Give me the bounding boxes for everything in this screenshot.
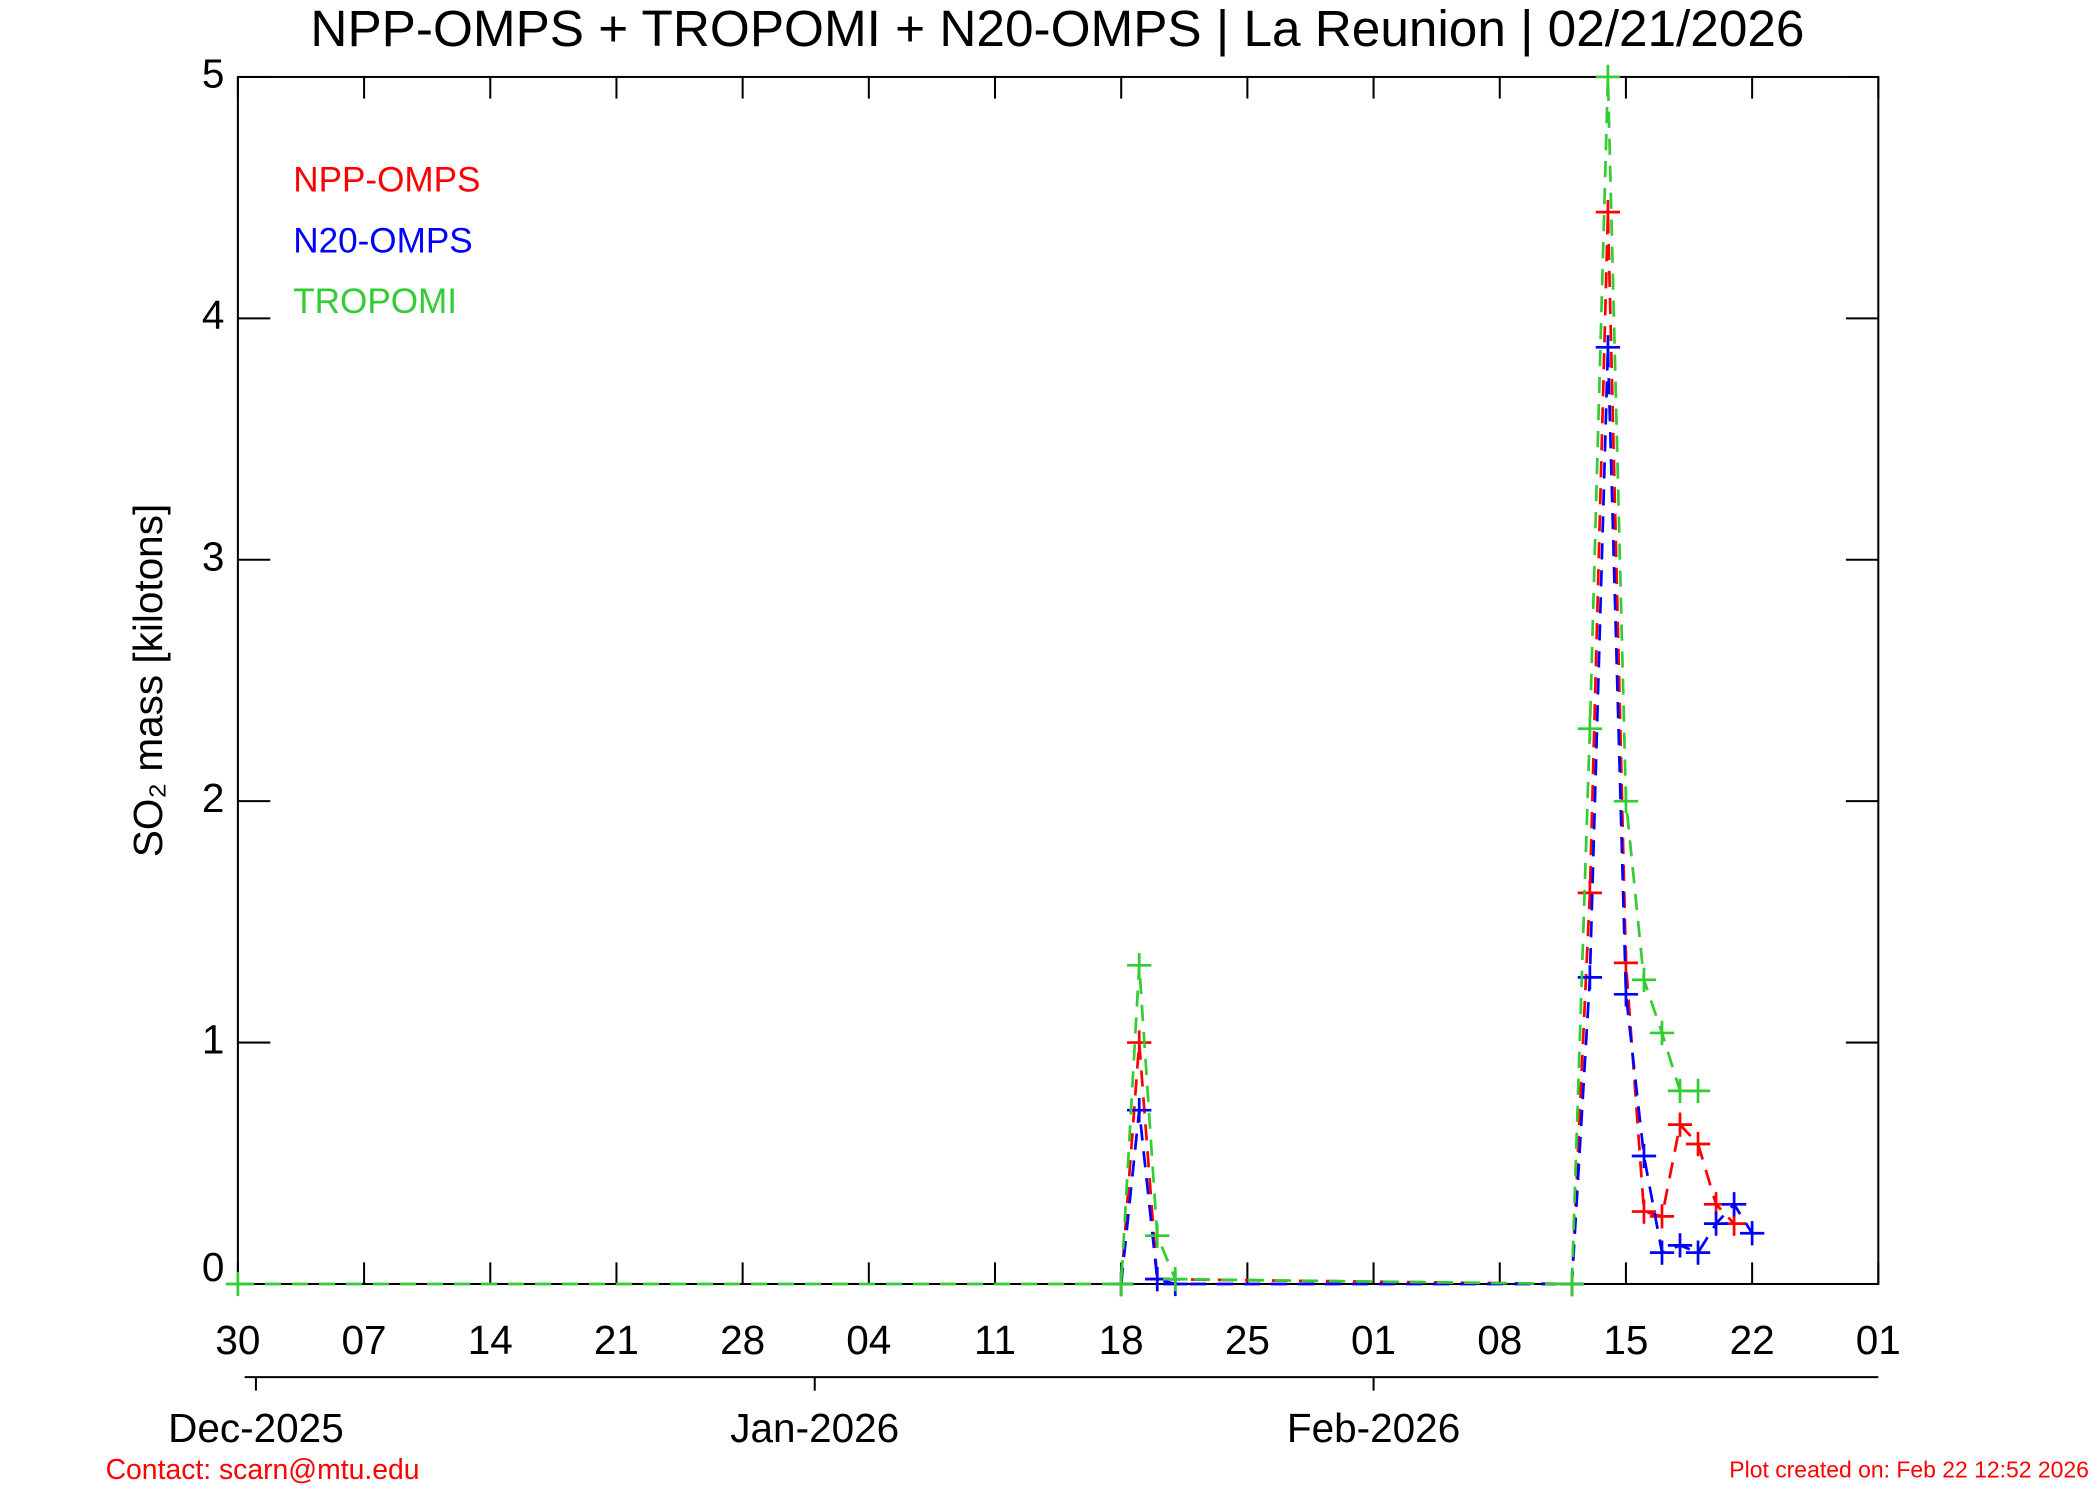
- data-point: [1127, 953, 1152, 978]
- data-point: [225, 1271, 251, 1297]
- data-point: [1595, 335, 1621, 360]
- chart-title: NPP-OMPS + TROPOMI + N20-OMPS | La Reuni…: [310, 0, 1804, 57]
- x-tick-label: 11: [974, 1317, 1016, 1363]
- data-point: [1649, 1240, 1675, 1265]
- data-point: [1577, 716, 1603, 741]
- data-point: [1631, 1143, 1657, 1169]
- data-point: [1721, 1192, 1747, 1217]
- y-tick-label: 3: [202, 533, 225, 579]
- x-tick-label: 22: [1730, 1317, 1775, 1363]
- legend-entry: TROPOMI: [293, 282, 457, 321]
- footer-contact: Contact: scarn@mtu.edu: [106, 1454, 420, 1486]
- x-tick-label: 01: [1856, 1317, 1901, 1363]
- data-point: [1631, 967, 1657, 992]
- data-point: [1127, 1030, 1152, 1055]
- x-tick-label: 15: [1603, 1317, 1648, 1363]
- data-point: [1649, 1020, 1675, 1046]
- data-point: [1685, 1078, 1711, 1104]
- data-point: [1613, 982, 1639, 1007]
- data-point: [1703, 1211, 1729, 1236]
- data-point: [1145, 1223, 1170, 1248]
- x-tick-label: 18: [1099, 1317, 1144, 1363]
- x-tick-label: 01: [1351, 1317, 1396, 1363]
- y-axis-label: SO₂ mass [kilotons]: [125, 504, 171, 857]
- x-tick-label: 30: [215, 1317, 260, 1363]
- data-point: [1595, 199, 1621, 225]
- y-tick-label: 5: [202, 51, 225, 97]
- data-point: [1649, 1204, 1675, 1229]
- x-tick-label: 21: [594, 1317, 639, 1363]
- x-tick-label: 14: [468, 1317, 513, 1363]
- month-label: Feb-2026: [1287, 1405, 1460, 1451]
- month-label: Dec-2025: [168, 1405, 344, 1451]
- y-tick-label: 4: [202, 292, 225, 338]
- y-tick-label: 0: [202, 1244, 225, 1290]
- series-line: [1119, 212, 1736, 1286]
- data-point: [1559, 1271, 1585, 1297]
- footer-created: Plot created on: Feb 22 12:52 2026: [1729, 1457, 2089, 1483]
- data-point: [1685, 1131, 1711, 1157]
- x-tick-label: 25: [1225, 1317, 1270, 1363]
- y-tick-label: 2: [202, 775, 225, 821]
- x-tick-label: 07: [342, 1317, 387, 1363]
- data-point: [1685, 1240, 1711, 1265]
- y-tick-label: 1: [202, 1016, 225, 1062]
- data-point: [1613, 789, 1639, 814]
- month-label: Jan-2026: [730, 1405, 899, 1451]
- x-tick-label: 04: [846, 1317, 891, 1363]
- series-line: [1119, 347, 1754, 1286]
- x-tick-label: 28: [720, 1317, 765, 1363]
- plot-frame: [236, 75, 1880, 1285]
- data-point: [1109, 1271, 1134, 1297]
- data-point: [1631, 1199, 1657, 1224]
- data-point: [1739, 1221, 1765, 1246]
- data-point: [1577, 880, 1603, 906]
- data-point: [1667, 1233, 1693, 1258]
- data-point: [1163, 1266, 1188, 1292]
- legend-entry: NPP-OMPS: [293, 161, 480, 200]
- legend-entry: N20-OMPS: [293, 221, 472, 260]
- data-point: [1667, 1112, 1693, 1137]
- data-point: [1595, 64, 1621, 90]
- x-tick-label: 08: [1477, 1317, 1522, 1363]
